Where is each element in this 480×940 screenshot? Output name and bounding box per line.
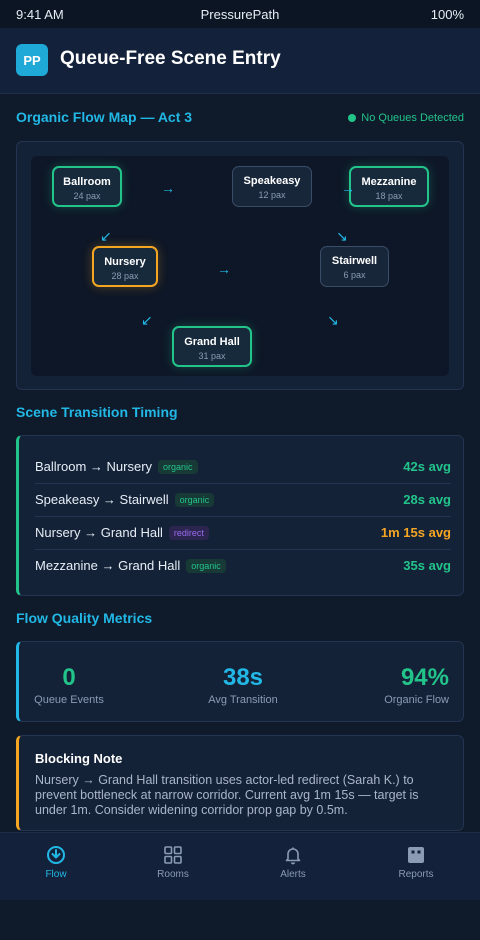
- room-stairwell[interactable]: Stairwell 6 pax: [320, 246, 389, 287]
- queue-status-indicator: No Queues Detected: [348, 112, 464, 124]
- transition-label: Mezzanine → Grand Hall: [35, 558, 181, 573]
- transition-badge: organic: [158, 460, 198, 474]
- metrics-title: Flow Quality Metrics: [16, 610, 153, 626]
- arrow-right-icon: →: [161, 180, 175, 196]
- transition-time: 35s avg: [403, 558, 451, 573]
- nav-item-flow[interactable]: Flow: [0, 833, 116, 901]
- room-name: Stairwell: [331, 255, 378, 267]
- metric-avg-transition: 38s Avg Transition: [193, 664, 293, 706]
- room-ballroom[interactable]: Ballroom 24 pax: [52, 166, 122, 207]
- flow-icon: [47, 846, 65, 864]
- room-name: Grand Hall: [184, 336, 240, 348]
- transition-time: 42s avg: [403, 459, 451, 474]
- room-pax: 6 pax: [343, 270, 366, 280]
- transition-badge: organic: [186, 559, 226, 573]
- queue-status-text: No Queues Detected: [361, 112, 464, 124]
- transition-label: Speakeasy → Stairwell: [35, 492, 169, 507]
- nav-label: Flow: [45, 869, 67, 880]
- bottom-nav: Flow Rooms Alerts Reports: [0, 832, 480, 900]
- arrow-down-right-icon: ↘: [327, 312, 339, 328]
- transition-label: Ballroom → Nursery: [35, 459, 153, 474]
- metric-value: 94%: [400, 664, 449, 691]
- metric-value: 38s: [222, 664, 264, 691]
- arrow-right-icon: →: [217, 261, 231, 277]
- status-battery: 100%: [430, 7, 464, 22]
- arrow-down-right-icon: ↘: [336, 228, 348, 244]
- transition-label: Nursery → Grand Hall: [35, 525, 163, 540]
- note-body: Nursery → Grand Hall transition uses act…: [35, 773, 419, 817]
- nav-item-alerts[interactable]: Alerts: [233, 833, 353, 901]
- nav-label: Reports: [398, 869, 434, 880]
- timing-row-label-wrap: Nursery → Grand Hall redirect: [35, 525, 209, 540]
- nav-item-reports[interactable]: Reports: [356, 833, 476, 901]
- app-logo: PP: [16, 44, 48, 76]
- arrow-down-left-icon: ↙: [100, 228, 112, 244]
- metric-label: Organic Flow: [384, 694, 449, 706]
- metric-queue-events: 0 Queue Events: [34, 664, 104, 706]
- status-time: 9:41 AM: [16, 7, 64, 22]
- transition-badge: redirect: [168, 526, 209, 540]
- transition-badge: organic: [174, 493, 215, 507]
- timing-row[interactable]: Nursery → Grand Hall redirect 1m 15s avg: [35, 517, 451, 550]
- nav-item-rooms[interactable]: Rooms: [113, 833, 233, 901]
- bell-icon: [285, 847, 301, 865]
- room-grand-hall[interactable]: Grand Hall 31 pax: [172, 326, 252, 367]
- page-title: Queue-Free Scene Entry: [60, 48, 281, 69]
- arrow-right-icon: →: [341, 180, 355, 196]
- metric-label: Queue Events: [34, 694, 104, 706]
- timing-row-label-wrap: Ballroom → Nursery organic: [35, 459, 198, 474]
- app-header: PP Queue-Free Scene Entry: [0, 28, 480, 94]
- room-pax: 28 pax: [111, 271, 139, 281]
- nav-label: Rooms: [157, 869, 189, 880]
- transition-time: 1m 15s avg: [380, 525, 451, 540]
- status-dot-icon: [348, 114, 357, 122]
- flow-map-card: Ballroom 24 pax Speakeasy 12 pax Mezzani…: [16, 141, 464, 390]
- grid-icon: [164, 846, 182, 864]
- blocking-note-card: Blocking Note Nursery → Grand Hall trans…: [16, 735, 464, 831]
- room-name: Nursery: [104, 256, 146, 268]
- arrow-down-left-icon: ↙: [141, 312, 153, 328]
- metric-organic-flow: 94% Organic Flow: [369, 664, 449, 706]
- metric-label: Avg Transition: [208, 694, 278, 706]
- status-bar: 9:41 AM PressurePath 100%: [0, 0, 480, 28]
- transition-time: 28s avg: [403, 492, 451, 507]
- report-icon: [408, 847, 424, 863]
- room-speakeasy[interactable]: Speakeasy 12 pax: [232, 166, 312, 207]
- room-pax: 18 pax: [375, 191, 403, 201]
- timing-row[interactable]: Speakeasy → Stairwell organic 28s avg: [35, 484, 451, 517]
- flow-map-canvas: Ballroom 24 pax Speakeasy 12 pax Mezzani…: [31, 156, 449, 376]
- room-pax: 31 pax: [198, 351, 226, 361]
- nav-label: Alerts: [280, 869, 306, 880]
- timing-row-label-wrap: Speakeasy → Stairwell organic: [35, 492, 215, 507]
- room-nursery[interactable]: Nursery 28 pax: [92, 246, 158, 287]
- room-name: Mezzanine: [361, 176, 417, 188]
- room-name: Speakeasy: [243, 175, 301, 187]
- room-pax: 24 pax: [73, 191, 101, 201]
- metrics-card: 0 Queue Events 38s Avg Transition 94% Or…: [16, 641, 464, 722]
- timing-row[interactable]: Ballroom → Nursery organic 42s avg: [35, 451, 451, 484]
- timing-title: Scene Transition Timing: [16, 404, 178, 420]
- timing-row[interactable]: Mezzanine → Grand Hall organic 35s avg: [35, 550, 451, 583]
- note-title: Blocking Note: [35, 751, 123, 766]
- room-pax: 12 pax: [258, 190, 286, 200]
- room-name: Ballroom: [63, 176, 111, 188]
- flow-map-title: Organic Flow Map — Act 3: [16, 109, 193, 125]
- status-carrier: PressurePath: [200, 7, 280, 22]
- room-mezzanine[interactable]: Mezzanine 18 pax: [349, 166, 429, 207]
- timing-row-label-wrap: Mezzanine → Grand Hall organic: [35, 558, 226, 573]
- metric-value: 0: [62, 664, 76, 691]
- timing-card: Ballroom → Nursery organic 42s avg Speake…: [16, 435, 464, 596]
